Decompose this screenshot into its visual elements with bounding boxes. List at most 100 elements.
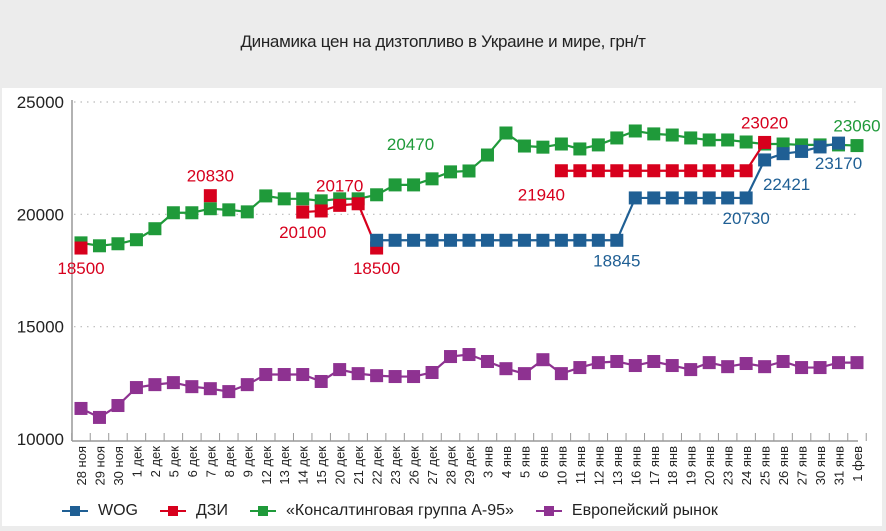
data-point [129,381,143,395]
data-point [314,204,328,218]
data-point [684,164,698,178]
x-tick-label: 6 дек [185,446,200,478]
data-point [480,148,494,162]
x-tick-label: 21 дек [351,446,366,485]
data-point [351,197,365,211]
data-point [702,133,716,147]
chart-panel [2,88,882,526]
data-point [739,191,753,205]
data-point [185,206,199,220]
data-point [92,410,106,424]
legend-label: «Консалтинговая группа А-95» [286,502,514,519]
data-point [444,350,458,364]
data-point [388,370,402,384]
data-point [425,365,439,379]
data-point [462,164,476,178]
y-tick-label: 20000 [17,205,64,224]
chart-title: Динамика цен на дизтопливо в Украине и м… [240,32,646,51]
data-point [647,164,661,178]
x-tick-label: 19 янв [684,446,699,485]
data-point [758,153,772,167]
data-point [277,192,291,206]
data-point [480,354,494,368]
data-point [203,202,217,216]
data-point [573,361,587,375]
data-point [758,360,772,374]
data-point [407,370,421,384]
data-point [776,147,790,161]
data-point [166,206,180,220]
data-point [610,233,624,247]
data-point [610,354,624,368]
data-point [628,124,642,138]
data-point [480,233,494,247]
data-point [407,178,421,192]
data-point [499,233,513,247]
x-tick-label: 31 янв [832,446,847,485]
x-tick-label: 13 янв [610,446,625,485]
data-point [259,368,273,382]
data-point [388,233,402,247]
legend-item-wog: WOG [62,502,138,520]
data-point [554,164,568,178]
x-tick-label: 12 дек [259,446,274,485]
data-point [739,164,753,178]
data-point [333,198,347,212]
data-point [517,233,531,247]
legend-marker-icon [535,505,562,517]
x-tick-label: 27 дек [425,446,440,485]
data-point [314,374,328,388]
data-point [739,357,753,371]
data-point [554,137,568,151]
legend-label: WOG [98,502,138,519]
data-point [721,133,735,147]
data-point [222,385,236,399]
data-point [591,164,605,178]
data-point [370,369,384,383]
data-point [647,127,661,141]
data-point [758,135,772,149]
data-point [721,164,735,178]
data-label: 20830 [187,167,234,186]
x-tick-label: 28 ноя [74,446,89,486]
data-point [776,354,790,368]
legend-label: ДЗИ [196,502,228,519]
data-point [647,191,661,205]
data-point [111,399,125,413]
data-point [573,233,587,247]
data-point [407,233,421,247]
data-point [111,237,125,251]
legend-item-dzi: ДЗИ [160,502,228,520]
x-tick-label: 25 янв [758,446,773,485]
data-point [702,164,716,178]
data-point [832,356,846,370]
data-point [665,128,679,142]
data-point [721,360,735,374]
data-point [240,205,254,219]
x-tick-label: 27 янв [795,446,810,485]
data-point [74,401,88,415]
data-point [647,354,661,368]
data-point [425,233,439,247]
data-point [277,368,291,382]
data-label: 23060 [833,117,880,136]
data-point [370,188,384,202]
data-point [222,203,236,217]
x-tick-label: 15 дек [314,446,329,485]
x-tick-label: 29 дек [462,446,477,485]
x-tick-label: 4 янв [499,446,514,478]
data-point [517,367,531,381]
data-point [444,233,458,247]
data-point [203,189,217,203]
x-tick-label: 16 янв [628,446,643,485]
x-tick-label: 6 янв [536,446,551,478]
data-label: 18500 [57,259,104,278]
x-tick-label: 26 дек [407,446,422,485]
x-tick-label: 12 янв [591,446,606,485]
data-point [444,165,458,179]
x-tick-label: 30 ноя [111,446,126,486]
x-tick-label: 8 дек [222,446,237,478]
x-tick-label: 1 фев [850,446,865,482]
x-tick-label: 14 дек [296,446,311,485]
data-point [351,367,365,381]
